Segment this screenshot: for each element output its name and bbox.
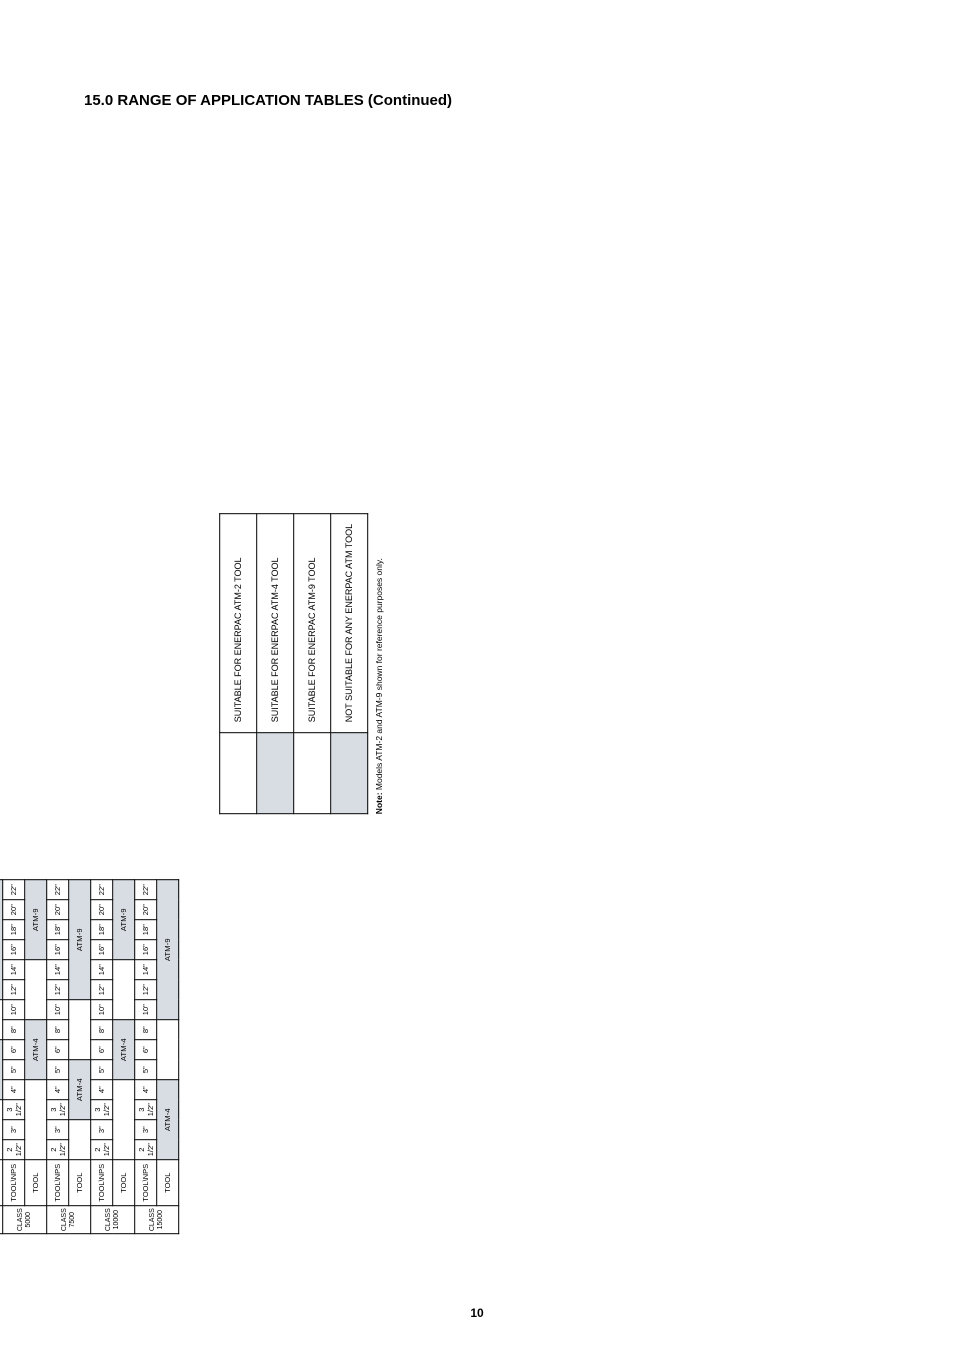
legend-text: SUITABLE FOR ENERPAC ATM-2 TOOL bbox=[220, 513, 257, 732]
size-cell: 8" bbox=[47, 1020, 69, 1040]
size-cell: 22" bbox=[91, 880, 113, 900]
size-cell: 16" bbox=[3, 940, 25, 960]
tool-segment bbox=[25, 960, 47, 1020]
size-cell: 4" bbox=[3, 1080, 25, 1100]
tool-segment bbox=[69, 1000, 91, 1060]
row-label-nps: TOOL\NPS bbox=[135, 1160, 157, 1206]
tool-segment bbox=[157, 1020, 179, 1080]
footnote-label: Note: bbox=[374, 792, 384, 814]
size-cell: 5" bbox=[3, 1060, 25, 1080]
size-cell: 16" bbox=[47, 940, 69, 960]
size-cell: 22" bbox=[3, 880, 25, 900]
size-cell: 10" bbox=[135, 1000, 157, 1020]
size-cell: 20" bbox=[3, 900, 25, 920]
size-cell: 6" bbox=[3, 1040, 25, 1060]
size-cell: 31/2" bbox=[47, 1100, 69, 1120]
page-number: 10 bbox=[0, 1306, 954, 1320]
size-cell: 3" bbox=[91, 1120, 113, 1140]
tool-segment bbox=[25, 1080, 47, 1160]
row-label-tool: TOOL bbox=[157, 1160, 179, 1206]
size-cell: 12" bbox=[3, 980, 25, 1000]
size-cell: 21/2" bbox=[3, 1140, 25, 1160]
row-label-tool: TOOL bbox=[25, 1160, 47, 1206]
size-cell: 12" bbox=[135, 980, 157, 1000]
size-cell: 6" bbox=[47, 1040, 69, 1060]
main-heading: 15.0 RANGE OF APPLICATION TABLES (Contin… bbox=[84, 92, 452, 109]
size-cell: 5" bbox=[47, 1060, 69, 1080]
legend-swatch bbox=[331, 733, 368, 814]
size-cell: 31/2" bbox=[3, 1100, 25, 1120]
size-cell: 12" bbox=[91, 980, 113, 1000]
size-cell: 3" bbox=[135, 1120, 157, 1140]
tool-segment: ATM-9 bbox=[69, 880, 91, 1000]
flange-range-table: CLASS150TOOL\NPS21/2"3"31/2"4"5"6"8"10"1… bbox=[0, 619, 179, 1234]
tool-segment: ATM-4 bbox=[113, 1020, 135, 1080]
class-label: CLASS15000 bbox=[135, 1206, 179, 1234]
size-cell: 14" bbox=[3, 960, 25, 980]
size-cell: 31/2" bbox=[135, 1100, 157, 1120]
size-cell: 14" bbox=[135, 960, 157, 980]
legend-swatch bbox=[294, 733, 331, 814]
size-cell: 18" bbox=[91, 920, 113, 940]
size-cell: 6" bbox=[135, 1040, 157, 1060]
legend-text: SUITABLE FOR ENERPAC ATM-9 TOOL bbox=[294, 513, 331, 732]
legend-text: SUITABLE FOR ENERPAC ATM-4 TOOL bbox=[257, 513, 294, 732]
size-cell: 18" bbox=[47, 920, 69, 940]
size-cell: 20" bbox=[47, 900, 69, 920]
tool-segment: ATM-9 bbox=[113, 880, 135, 960]
tool-segment bbox=[113, 960, 135, 1020]
class-label: CLASS7500 bbox=[47, 1206, 91, 1234]
size-cell: 4" bbox=[91, 1080, 113, 1100]
size-cell: 5" bbox=[135, 1060, 157, 1080]
size-cell: 21/2" bbox=[135, 1140, 157, 1160]
footnote-text: Models ATM-2 and ATM-9 shown for referen… bbox=[374, 558, 384, 792]
tool-segment: ATM-4 bbox=[157, 1080, 179, 1160]
row-label-tool: TOOL bbox=[113, 1160, 135, 1206]
legend-swatch bbox=[257, 733, 294, 814]
row-label-nps: TOOL\NPS bbox=[3, 1160, 25, 1206]
size-cell: 14" bbox=[47, 960, 69, 980]
tool-segment bbox=[69, 1120, 91, 1160]
size-cell: 16" bbox=[91, 940, 113, 960]
size-cell: 5" bbox=[91, 1060, 113, 1080]
size-cell: 4" bbox=[135, 1080, 157, 1100]
size-cell: 8" bbox=[3, 1020, 25, 1040]
tool-segment bbox=[113, 1080, 135, 1160]
size-cell: 12" bbox=[47, 980, 69, 1000]
class-label: CLASS5000 bbox=[3, 1206, 47, 1234]
size-cell: 20" bbox=[135, 900, 157, 920]
footnote: Note: Models ATM-2 and ATM-9 shown for r… bbox=[374, 513, 384, 814]
size-cell: 20" bbox=[91, 900, 113, 920]
legend-text: NOT SUITABLE FOR ANY ENERPAC ATM TOOL bbox=[331, 513, 368, 732]
size-cell: 18" bbox=[3, 920, 25, 940]
size-cell: 16" bbox=[135, 940, 157, 960]
size-cell: 8" bbox=[91, 1020, 113, 1040]
tool-segment: ATM-4 bbox=[69, 1060, 91, 1120]
row-label-tool: TOOL bbox=[69, 1160, 91, 1206]
size-cell: 22" bbox=[47, 880, 69, 900]
legend-swatch bbox=[220, 733, 257, 814]
row-label-nps: TOOL\NPS bbox=[47, 1160, 69, 1206]
size-cell: 22" bbox=[135, 880, 157, 900]
class-label: CLASS10000 bbox=[91, 1206, 135, 1234]
size-cell: 10" bbox=[91, 1000, 113, 1020]
tool-segment: ATM-4 bbox=[25, 1020, 47, 1080]
size-cell: 18" bbox=[135, 920, 157, 940]
size-cell: 3" bbox=[3, 1120, 25, 1140]
size-cell: 8" bbox=[135, 1020, 157, 1040]
row-label-nps: TOOL\NPS bbox=[91, 1160, 113, 1206]
size-cell: 10" bbox=[3, 1000, 25, 1020]
size-cell: 3" bbox=[47, 1120, 69, 1140]
size-cell: 31/2" bbox=[91, 1100, 113, 1120]
size-cell: 10" bbox=[47, 1000, 69, 1020]
size-cell: 4" bbox=[47, 1080, 69, 1100]
tool-segment: ATM-9 bbox=[25, 880, 47, 960]
size-cell: 14" bbox=[91, 960, 113, 980]
tool-segment: ATM-9 bbox=[157, 880, 179, 1020]
size-cell: 21/2" bbox=[47, 1140, 69, 1160]
legend-table: SUITABLE FOR ENERPAC ATM-2 TOOL SUITABLE… bbox=[219, 513, 368, 814]
size-cell: 6" bbox=[91, 1040, 113, 1060]
size-cell: 21/2" bbox=[91, 1140, 113, 1160]
